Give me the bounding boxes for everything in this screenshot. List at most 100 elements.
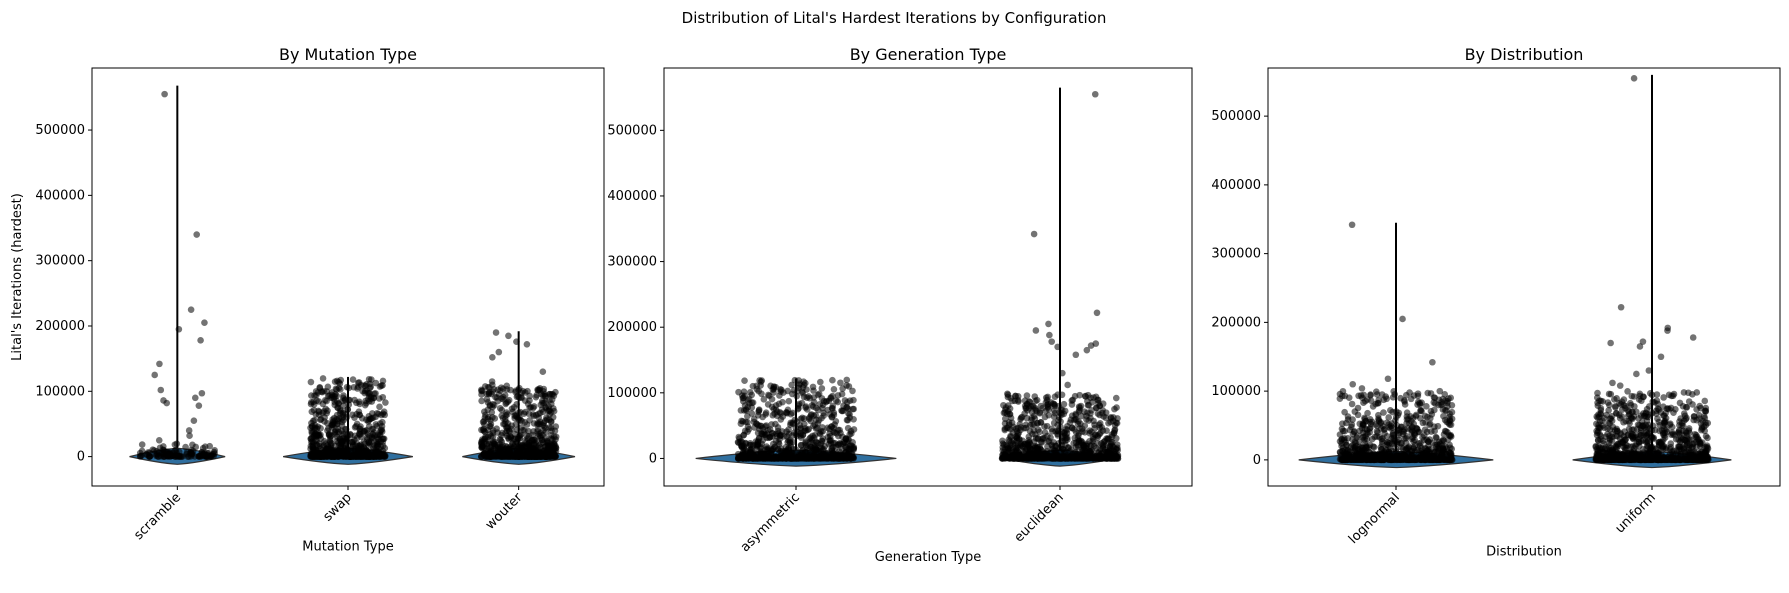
strip-point — [1378, 446, 1386, 453]
strip-point — [822, 398, 830, 406]
subplot-2: By Generation Type0100000200000300000400… — [607, 45, 1193, 565]
strip-point — [206, 442, 214, 450]
strip-point — [1439, 436, 1447, 444]
strip-point — [535, 453, 543, 460]
strip-point — [763, 453, 771, 461]
strip-point — [1390, 456, 1397, 463]
strip-point — [1041, 429, 1049, 436]
strip-point — [1042, 394, 1050, 401]
strip-point — [1352, 456, 1359, 463]
strip-point — [800, 393, 808, 401]
strip-point — [1393, 440, 1401, 447]
x-axis-label: Generation Type — [875, 550, 982, 565]
strip-point — [762, 422, 770, 429]
strip-point — [773, 430, 780, 438]
strip-point — [1023, 392, 1031, 399]
strip-point — [1423, 436, 1431, 444]
strip-point — [484, 415, 492, 423]
outlier-point — [201, 319, 208, 327]
strip-point — [1072, 411, 1080, 419]
strip-point — [538, 436, 546, 444]
strip-point — [376, 383, 384, 390]
strip-point — [1593, 427, 1600, 435]
strip-point — [775, 400, 783, 408]
strip-point — [374, 434, 381, 441]
strip-point — [1621, 444, 1629, 451]
strip-point — [1018, 442, 1026, 450]
strip-point — [366, 415, 374, 423]
strip-point — [1417, 406, 1425, 414]
strip-point — [1022, 424, 1030, 432]
strip-point — [1348, 400, 1356, 408]
outlier-point — [489, 354, 496, 361]
strip-point — [1409, 455, 1416, 463]
strip-point — [793, 432, 800, 440]
strip-point — [741, 377, 748, 385]
strip-point — [821, 443, 829, 450]
strip-point — [1055, 416, 1062, 424]
outlier-point — [1091, 90, 1099, 98]
strip-point — [333, 386, 340, 393]
strip-point — [801, 427, 808, 435]
strip-point — [1012, 433, 1020, 440]
strip-point — [376, 403, 383, 411]
strip-point — [1093, 445, 1100, 452]
x-tick-label: euclidean — [1012, 490, 1067, 545]
strip-point — [352, 453, 359, 460]
outlier-point — [495, 348, 503, 356]
strip-point — [490, 386, 498, 393]
strip-point — [368, 433, 376, 441]
strip-point — [1338, 425, 1346, 433]
strip-point — [1390, 388, 1397, 395]
strip-point — [316, 445, 324, 453]
y-tick-label: 500000 — [35, 123, 85, 138]
y-tick-label: 0 — [649, 451, 657, 466]
strip-point — [484, 446, 492, 454]
strip-point — [843, 416, 851, 424]
strip-point — [1008, 419, 1016, 427]
strip-point — [1375, 411, 1382, 419]
outlier-point — [1358, 385, 1366, 392]
strip-point — [1399, 456, 1406, 464]
strip-point — [839, 433, 846, 441]
x-axis-label: Mutation Type — [302, 539, 393, 554]
strip-point — [307, 450, 315, 458]
strip-point — [498, 412, 506, 420]
strip-point — [328, 447, 335, 454]
strip-point — [1064, 422, 1071, 430]
strip-point — [138, 441, 146, 448]
strip-point — [203, 449, 211, 457]
strip-point — [487, 420, 495, 428]
strip-point — [379, 435, 386, 443]
strip-point — [529, 431, 536, 439]
strip-point — [758, 451, 766, 459]
strip-point — [539, 431, 546, 439]
outlier-point — [187, 306, 195, 313]
strip-point — [1075, 432, 1082, 439]
strip-point — [776, 454, 783, 462]
strip-point — [753, 420, 761, 428]
y-tick-label: 0 — [77, 450, 85, 465]
strip-point — [529, 404, 537, 412]
strip-point — [835, 455, 842, 462]
strip-point — [1002, 454, 1010, 461]
strip-point — [1606, 401, 1613, 409]
strip-point — [735, 388, 742, 396]
violin-group-scramble — [129, 85, 226, 465]
strip-point — [1412, 411, 1420, 419]
outlier-point — [175, 325, 183, 333]
strip-point — [1704, 434, 1711, 442]
strip-point — [312, 388, 320, 395]
strip-point — [1050, 407, 1058, 414]
outlier-point — [191, 394, 199, 402]
strip-point — [1378, 435, 1385, 443]
strip-point — [1436, 387, 1444, 395]
strip-point — [547, 424, 555, 432]
strip-point — [536, 418, 544, 426]
y-tick-label: 300000 — [607, 255, 657, 270]
strip-point — [1702, 408, 1710, 415]
strip-point — [762, 446, 769, 454]
strip-point — [368, 426, 376, 433]
strip-point — [334, 420, 341, 428]
strip-point — [307, 378, 315, 386]
